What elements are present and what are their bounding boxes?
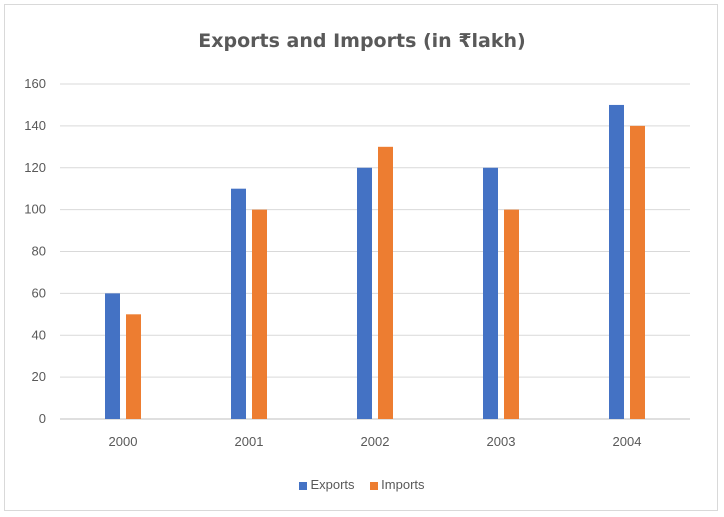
bar-imports-2002 xyxy=(378,146,393,419)
chart-title: Exports and Imports (in ₹lakh) xyxy=(198,30,526,52)
legend-label-exports: Exports xyxy=(310,477,355,492)
y-tick-label: 160 xyxy=(24,76,46,91)
x-tick-label: 2002 xyxy=(361,434,390,449)
legend-swatch-exports xyxy=(299,481,308,490)
legend-item-imports: Imports xyxy=(370,477,425,492)
x-tick-label: 2000 xyxy=(109,434,138,449)
bar-exports-2003 xyxy=(483,167,498,419)
bar-imports-2001 xyxy=(252,209,267,419)
y-tick-label: 60 xyxy=(32,285,46,300)
chart-legend: Exports Imports xyxy=(0,477,724,492)
bar-imports-2003 xyxy=(504,209,519,419)
x-tick-label: 2003 xyxy=(487,434,516,449)
y-tick-label: 20 xyxy=(32,369,46,384)
x-tick-label: 2001 xyxy=(235,434,264,449)
x-tick-label: 2004 xyxy=(613,434,642,449)
legend-swatch-imports xyxy=(370,481,379,490)
legend-label-imports: Imports xyxy=(381,477,425,492)
y-tick-label: 140 xyxy=(24,118,46,133)
bar-imports-2004 xyxy=(630,125,645,419)
y-tick-label: 40 xyxy=(32,327,46,342)
y-tick-label: 80 xyxy=(32,244,46,259)
y-tick-label: 120 xyxy=(24,160,46,175)
y-tick-label: 0 xyxy=(39,411,46,426)
bar-exports-2001 xyxy=(231,188,246,419)
y-tick-label: 100 xyxy=(24,202,46,217)
bar-imports-2000 xyxy=(126,314,141,419)
legend-item-exports: Exports xyxy=(299,477,355,492)
bar-exports-2002 xyxy=(357,167,372,419)
bar-exports-2000 xyxy=(105,293,120,419)
bar-exports-2004 xyxy=(609,104,624,419)
